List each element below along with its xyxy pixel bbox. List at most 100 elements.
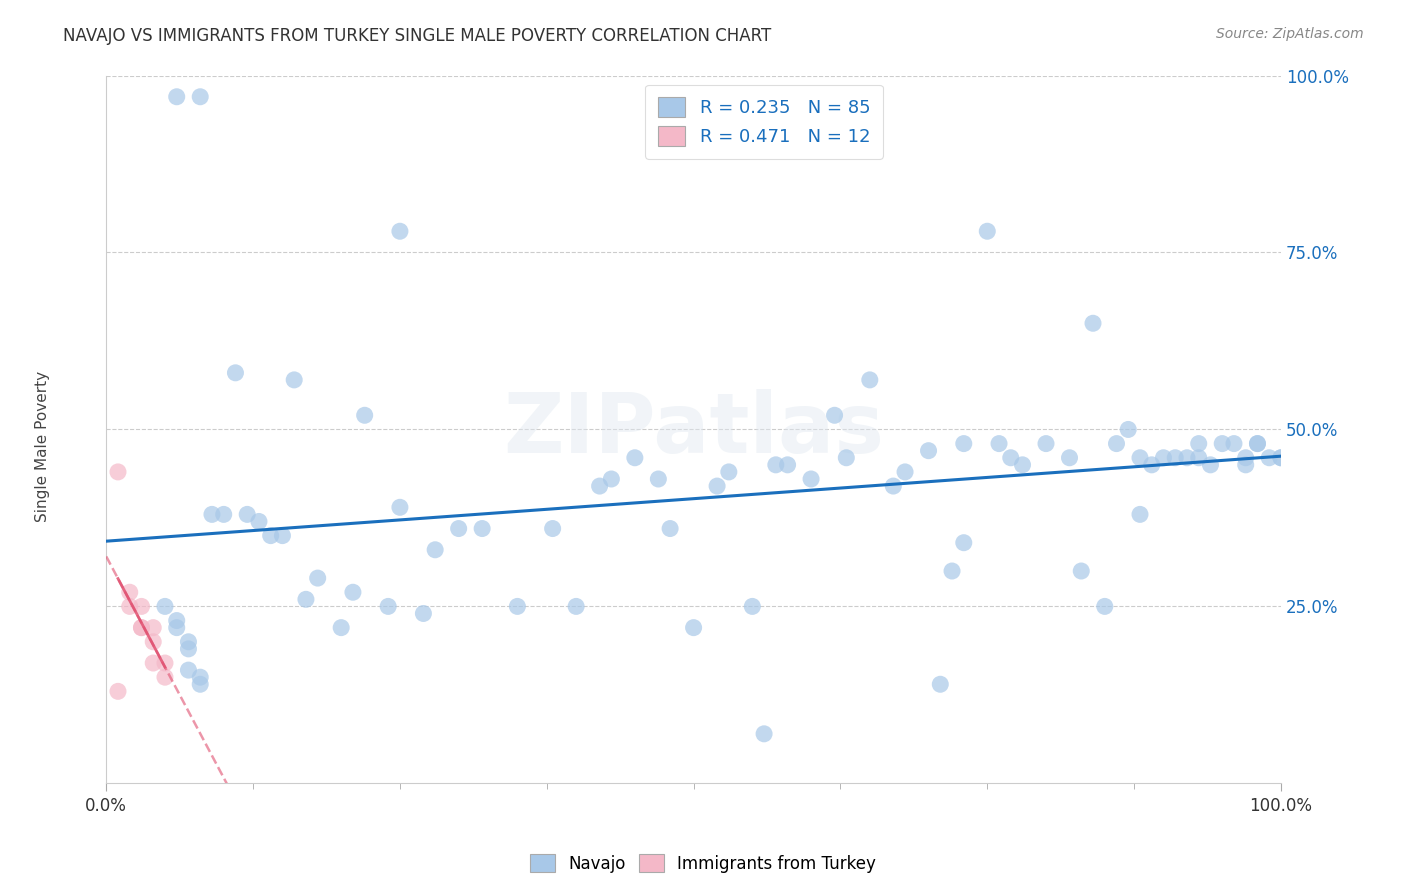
Point [941, 564, 963, 578]
Point [917, 443, 939, 458]
Point [506, 599, 529, 614]
Point [224, 366, 246, 380]
Point [1246, 436, 1268, 450]
Point [236, 508, 259, 522]
Point [717, 465, 740, 479]
Point [1011, 458, 1033, 472]
Point [882, 479, 904, 493]
Point [1270, 450, 1292, 465]
Point [153, 670, 176, 684]
Point [153, 656, 176, 670]
Point [166, 614, 188, 628]
Point [271, 528, 294, 542]
Point [1211, 436, 1233, 450]
Text: NAVAJO VS IMMIGRANTS FROM TURKEY SINGLE MALE POVERTY CORRELATION CHART: NAVAJO VS IMMIGRANTS FROM TURKEY SINGLE … [63, 27, 772, 45]
Point [1059, 450, 1081, 465]
Point [988, 436, 1011, 450]
Point [1105, 436, 1128, 450]
Point [1164, 450, 1187, 465]
Point [1129, 508, 1152, 522]
Point [1234, 450, 1257, 465]
Point [1270, 450, 1292, 465]
Point [741, 599, 763, 614]
Point [800, 472, 823, 486]
Point [131, 621, 153, 635]
Point [1188, 450, 1211, 465]
Point [177, 641, 200, 656]
Text: ZIPatlas: ZIPatlas [503, 389, 884, 470]
Point [1234, 458, 1257, 472]
Point [1153, 450, 1175, 465]
Point [659, 522, 682, 536]
Legend: Navajo, Immigrants from Turkey: Navajo, Immigrants from Turkey [523, 847, 883, 880]
Point [342, 585, 364, 599]
Point [118, 585, 141, 599]
Point [177, 663, 200, 677]
Point [1223, 436, 1246, 450]
Point [624, 450, 647, 465]
Point [1081, 316, 1104, 330]
Point [131, 599, 153, 614]
Point [377, 599, 399, 614]
Point [976, 224, 998, 238]
Point [471, 522, 494, 536]
Point [894, 465, 917, 479]
Point [541, 522, 564, 536]
Point [118, 599, 141, 614]
Point [565, 599, 588, 614]
Point [131, 621, 153, 635]
Point [388, 224, 411, 238]
Point [1175, 450, 1198, 465]
Point [1199, 458, 1222, 472]
Point [1246, 436, 1268, 450]
Point [142, 656, 165, 670]
Point [600, 472, 623, 486]
Point [647, 472, 669, 486]
Point [859, 373, 882, 387]
Point [425, 542, 447, 557]
Point [952, 535, 974, 549]
Point [212, 508, 235, 522]
Point [1140, 458, 1163, 472]
Point [588, 479, 610, 493]
Point [153, 599, 176, 614]
Point [283, 373, 305, 387]
Point [177, 635, 200, 649]
Point [447, 522, 470, 536]
Text: Single Male Poverty: Single Male Poverty [35, 370, 49, 522]
Point [1129, 450, 1152, 465]
Legend: R = 0.235   N = 85, R = 0.471   N = 12: R = 0.235 N = 85, R = 0.471 N = 12 [645, 85, 883, 159]
Point [952, 436, 974, 450]
Point [1070, 564, 1092, 578]
Point [1116, 422, 1139, 436]
Point [142, 621, 165, 635]
Point [1035, 436, 1057, 450]
Point [107, 465, 129, 479]
Text: Source: ZipAtlas.com: Source: ZipAtlas.com [1216, 27, 1364, 41]
Point [188, 89, 211, 103]
Point [1258, 450, 1281, 465]
Point [260, 528, 283, 542]
Point [201, 508, 224, 522]
Point [188, 677, 211, 691]
Point [1094, 599, 1116, 614]
Point [166, 621, 188, 635]
Point [107, 684, 129, 698]
Point [388, 500, 411, 515]
Point [247, 515, 270, 529]
Point [188, 670, 211, 684]
Point [412, 607, 434, 621]
Point [295, 592, 318, 607]
Point [752, 727, 775, 741]
Point [929, 677, 952, 691]
Point [824, 409, 846, 423]
Point [776, 458, 799, 472]
Point [1188, 436, 1211, 450]
Point [166, 89, 188, 103]
Point [682, 621, 704, 635]
Point [1000, 450, 1022, 465]
Point [330, 621, 353, 635]
Point [835, 450, 858, 465]
Point [706, 479, 728, 493]
Point [142, 635, 165, 649]
